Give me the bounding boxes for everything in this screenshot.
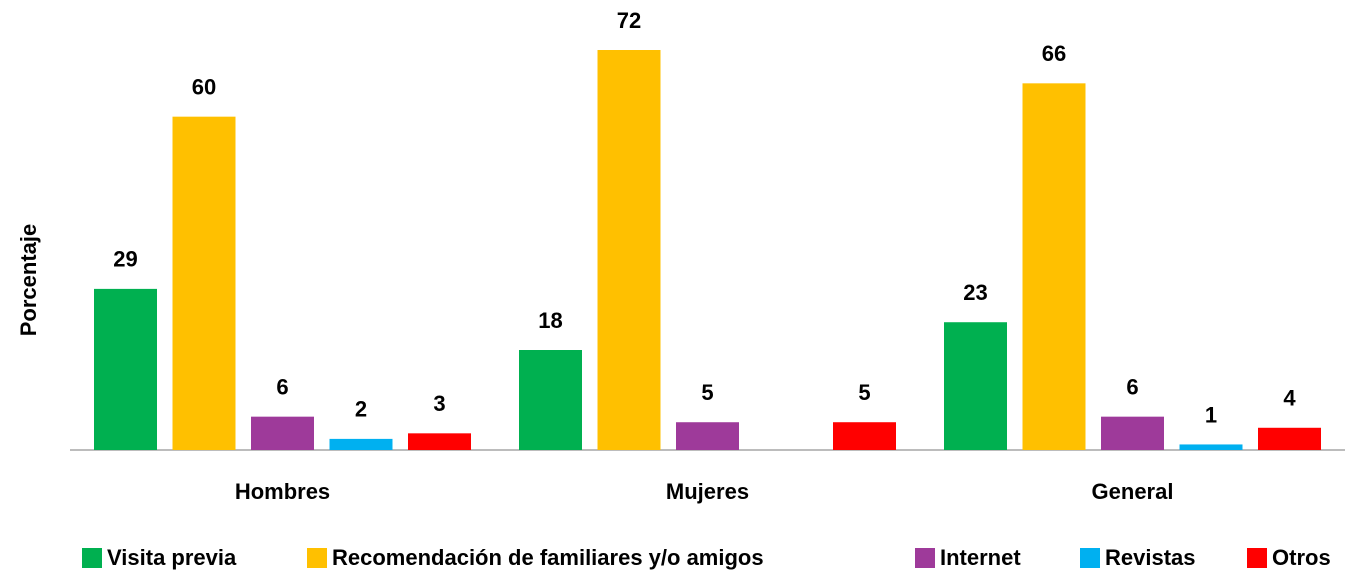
- data-label: 66: [1042, 41, 1066, 66]
- legend-label: Otros: [1272, 545, 1331, 570]
- data-label: 4: [1283, 386, 1296, 411]
- bar: [597, 50, 661, 450]
- bar: [172, 116, 236, 451]
- data-label: 72: [617, 8, 641, 33]
- legend-swatch: [915, 548, 935, 568]
- data-label: 3: [433, 391, 445, 416]
- bar: [251, 416, 314, 450]
- bar: [1101, 416, 1164, 450]
- legend-swatch: [307, 548, 327, 568]
- bar: [94, 288, 157, 450]
- legend-label: Revistas: [1105, 545, 1196, 570]
- bar: [1179, 444, 1243, 450]
- bar: [1258, 427, 1321, 450]
- legend-label: Visita previa: [107, 545, 237, 570]
- bar: [408, 433, 471, 450]
- legend-label: Internet: [940, 545, 1021, 570]
- bar: [519, 350, 582, 450]
- legend-swatch: [82, 548, 102, 568]
- bar: [944, 322, 1007, 450]
- bar: [676, 422, 739, 450]
- data-label: 2: [355, 397, 367, 422]
- data-label: 1: [1205, 402, 1217, 427]
- x-tick-label: Hombres: [235, 479, 330, 504]
- legend-swatch: [1080, 548, 1100, 568]
- x-tick-label: Mujeres: [666, 479, 749, 504]
- bar: [329, 438, 393, 450]
- data-label: 6: [276, 374, 288, 399]
- data-label: 6: [1126, 374, 1138, 399]
- data-label: 5: [701, 380, 713, 405]
- bar: [1022, 83, 1086, 450]
- data-label: 5: [858, 380, 870, 405]
- data-label: 60: [192, 74, 216, 99]
- data-label: 29: [113, 247, 137, 272]
- legend-swatch: [1247, 548, 1267, 568]
- y-axis-label: Porcentaje: [16, 224, 41, 337]
- x-tick-label: General: [1092, 479, 1174, 504]
- bar: [833, 422, 896, 450]
- data-label: 23: [963, 280, 987, 305]
- data-label: 18: [538, 308, 562, 333]
- legend-label: Recomendación de familiares y/o amigos: [332, 545, 764, 570]
